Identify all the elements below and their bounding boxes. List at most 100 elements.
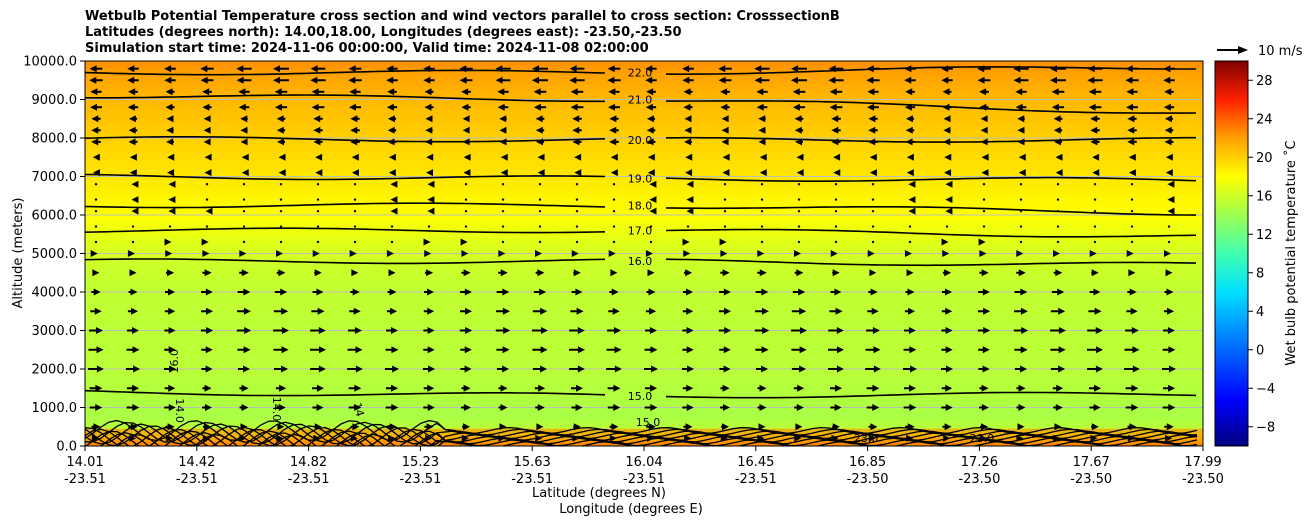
wind-arrow: [495, 327, 511, 334]
wind-arrow-head: [648, 423, 656, 431]
wind-arrow: [464, 183, 468, 186]
wind-arrow: [831, 126, 841, 134]
surface-contour: [114, 433, 1189, 446]
wind-arrow: [905, 126, 915, 134]
wind-arrow-dot: [464, 225, 468, 228]
wind-arrow-head: [318, 327, 326, 334]
wind-arrow-dot: [760, 240, 764, 244]
wind-arrow: [535, 404, 545, 411]
wind-arrow: [205, 225, 209, 228]
wind-arrow: [279, 225, 283, 228]
wind-arrow-head: [867, 250, 875, 257]
wind-arrow: [390, 225, 394, 228]
wind-arrow: [348, 327, 362, 334]
wind-arrow: [1163, 76, 1175, 84]
wind-arrow-head: [834, 404, 842, 411]
wind-arrow: [720, 250, 728, 257]
wind-arrow-head: [131, 180, 139, 188]
wind-arrow-head: [572, 126, 580, 134]
wind-arrow-head: [425, 138, 433, 146]
wind-arrow-head: [426, 153, 434, 161]
wind-arrow-head: [796, 404, 804, 411]
wind-arrow-head: [941, 65, 949, 73]
wind-arrow: [1126, 307, 1138, 315]
wind-arrow: [1089, 250, 1097, 257]
wind-arrow: [574, 169, 582, 177]
wind-arrow-head: [312, 250, 320, 257]
wind-arrow: [979, 423, 989, 431]
wind-arrow: [498, 269, 508, 277]
isotherm-line: [665, 206, 1197, 216]
wind-arrow-head: [1125, 76, 1133, 84]
colorbar-tick-label: 8: [1256, 266, 1264, 281]
wind-arrow-head: [1164, 115, 1172, 123]
wind-arrow-head: [1090, 115, 1098, 123]
wind-arrow: [460, 238, 468, 246]
wind-arrow: [610, 153, 618, 161]
isotherm-line: [85, 389, 606, 397]
wind-arrow-head: [943, 126, 951, 134]
wind-arrow: [388, 169, 396, 177]
wind-arrow-head: [166, 115, 174, 123]
chart-title-line-1: Wetbulb Potential Temperature cross sect…: [85, 9, 840, 24]
wind-arrow: [168, 196, 176, 204]
wind-arrow: [1090, 126, 1100, 134]
wind-arrow: [201, 365, 213, 373]
x-tick-label-lon: -23.50: [1070, 472, 1112, 487]
wind-arrow: [977, 327, 991, 334]
wind-arrow-head: [761, 365, 769, 373]
wind-arrow-head: [276, 115, 284, 123]
wind-arrow-head: [461, 103, 469, 111]
wind-arrow-head: [91, 434, 99, 442]
y-tick-label: 1000.0: [32, 401, 78, 416]
wind-arrow: [166, 434, 174, 442]
wind-arrow-head: [1051, 88, 1059, 96]
wind-arrow-head: [463, 153, 471, 161]
wind-arrow-dot: [353, 198, 357, 201]
wind-arrow-head: [794, 126, 802, 134]
wind-arrow: [91, 423, 101, 431]
wind-arrow-head: [983, 327, 991, 334]
isotherm-line: [665, 258, 1197, 267]
wind-arrow-head: [1017, 138, 1025, 146]
wind-arrow: [607, 76, 621, 84]
wind-arrow-head: [204, 153, 212, 161]
wind-arrow-head: [942, 88, 950, 96]
wind-arrow: [239, 384, 249, 392]
wind-arrow-head: [1055, 269, 1063, 277]
wind-arrow-head: [1168, 404, 1176, 411]
wind-arrow: [350, 434, 358, 442]
wind-arrow-head: [577, 327, 585, 334]
contour-label: 18.0: [628, 199, 653, 212]
wind-arrow: [868, 115, 878, 123]
wind-arrow: [202, 103, 212, 111]
wind-arrow-dot: [94, 183, 98, 186]
wind-arrow-dot: [1093, 183, 1097, 186]
wind-arrow-head: [423, 76, 431, 84]
wind-arrow: [274, 288, 288, 296]
wind-arrow-dot: [538, 183, 542, 186]
wind-arrow-head: [128, 115, 136, 123]
contour-label-inline: 14.0: [270, 397, 283, 422]
wind-arrow-head: [574, 169, 582, 177]
wind-arrow-head: [872, 404, 880, 411]
wind-arrow-dot: [686, 225, 690, 228]
wind-arrow-head: [424, 103, 432, 111]
wind-arrow-head: [1090, 138, 1098, 146]
wind-arrow: [1016, 384, 1026, 392]
wind-arrow: [645, 327, 657, 334]
wind-arrow-head: [499, 115, 507, 123]
wind-arrow-dot: [168, 225, 172, 228]
wind-arrow: [979, 384, 989, 392]
wind-arrow: [1087, 346, 1103, 354]
wind-arrow: [537, 153, 545, 161]
wind-arrow: [1093, 183, 1097, 186]
wind-arrow: [164, 238, 172, 246]
wind-arrow: [350, 126, 360, 134]
wind-arrow-head: [462, 115, 470, 123]
wind-arrow: [682, 65, 694, 73]
wind-arrow-head: [313, 115, 321, 123]
wind-arrow-head: [756, 88, 764, 96]
wind-arrow: [1019, 183, 1023, 186]
wind-arrow: [608, 103, 620, 111]
